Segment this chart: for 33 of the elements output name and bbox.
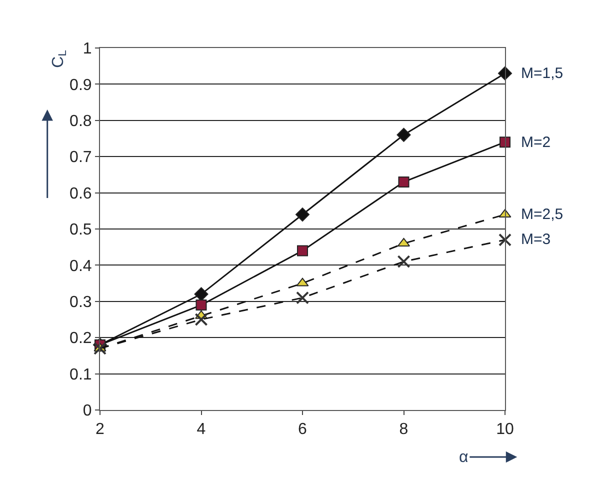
point — [498, 233, 512, 246]
y-tick-label: 0.4 — [70, 258, 92, 275]
point — [196, 300, 207, 311]
x-tick-label: 2 — [96, 421, 105, 438]
point — [398, 176, 410, 188]
point — [94, 342, 106, 355]
point — [194, 313, 208, 326]
x-tick-label: 8 — [399, 421, 408, 438]
point — [396, 128, 411, 142]
y-tick-label: 0.2 — [70, 330, 92, 348]
point — [297, 245, 308, 256]
y-tick-label: 0.8 — [70, 113, 92, 130]
x-axis-title: α — [459, 449, 468, 466]
y-tick-label: 0.5 — [70, 222, 92, 239]
series-label: M=3 — [521, 231, 551, 248]
y-tick-label: 0.7 — [70, 149, 92, 166]
series-label: M=1,5 — [521, 65, 564, 82]
y-tick-label: 0.6 — [70, 185, 92, 202]
y-tick-label: 0 — [82, 402, 92, 420]
point — [500, 136, 510, 148]
x-tick-label: 6 — [298, 421, 308, 438]
x-tick-label: 10 — [496, 421, 514, 438]
y-tick-label: 0.9 — [70, 76, 92, 94]
point — [296, 208, 310, 222]
x-tick-label: 4 — [196, 421, 206, 438]
point — [296, 291, 309, 304]
y-tick-label: 0.3 — [70, 294, 92, 311]
y-tick-label: 0.1 — [70, 366, 92, 384]
series-label: M=2 — [521, 134, 551, 151]
point — [397, 255, 410, 268]
y-tick-label: 1 — [82, 40, 92, 58]
series-label: M=2,5 — [521, 206, 564, 223]
point — [194, 287, 208, 302]
